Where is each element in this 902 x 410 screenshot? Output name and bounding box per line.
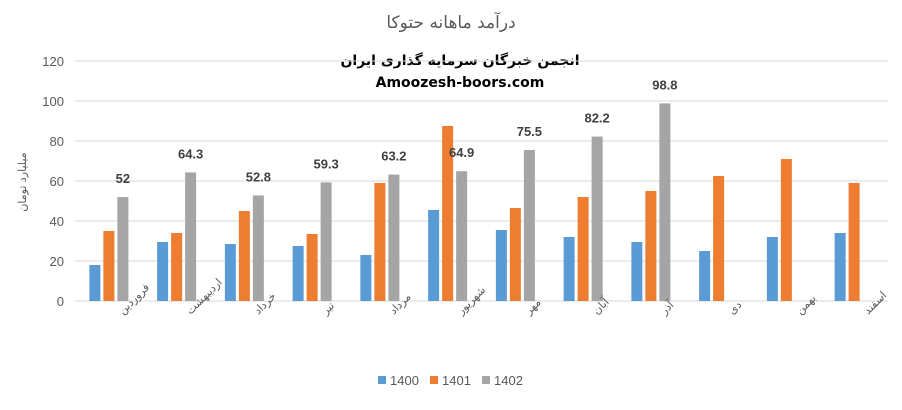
data-label: 52	[116, 171, 130, 186]
bar-1400	[563, 237, 575, 301]
bar-1401	[374, 183, 386, 301]
bar-1400	[157, 242, 169, 301]
y-tick-label: 0	[57, 294, 64, 309]
bar-1402	[591, 136, 603, 301]
bar-1400	[495, 230, 507, 301]
y-axis-label: میلیارد تومان	[16, 152, 29, 211]
y-tick-label: 100	[42, 94, 64, 109]
data-label: 59.3	[313, 156, 338, 171]
bar-1401	[442, 126, 454, 301]
data-label: 64.9	[449, 145, 474, 160]
bar-1402	[523, 150, 535, 301]
bar-1402	[252, 195, 264, 301]
legend-swatch-1401	[430, 376, 438, 384]
bar-1401	[713, 176, 725, 301]
bar-1400	[631, 242, 643, 301]
bar-1401	[306, 234, 318, 301]
legend-label: 1400	[390, 373, 419, 388]
y-axis-ticks: 0 20 40 60 80 100 120	[42, 54, 64, 309]
bar-1402	[659, 103, 671, 302]
data-label: 75.5	[517, 124, 542, 139]
bar-1401	[509, 208, 521, 301]
bar-1402	[320, 182, 332, 301]
data-label: 63.2	[381, 149, 406, 164]
bar-1401	[238, 211, 250, 301]
bar-1400	[766, 237, 778, 301]
bars	[89, 103, 860, 302]
data-labels: 52 64.3 52.8 59.3 63.2 64.9 75.5 82.2 98.8	[116, 77, 678, 186]
data-label: 82.2	[584, 111, 609, 126]
y-tick-label: 20	[50, 254, 64, 269]
bar-1401	[645, 191, 657, 301]
gridlines	[75, 60, 888, 302]
bar-1402	[456, 171, 468, 301]
bar-1400	[89, 265, 101, 301]
y-tick-label: 120	[42, 54, 64, 69]
legend-swatch-1400	[378, 376, 386, 384]
legend-label: 1402	[494, 373, 523, 388]
data-label: 98.8	[652, 77, 677, 92]
bar-1400	[224, 244, 236, 301]
bar-1401	[103, 231, 115, 301]
legend-label: 1401	[442, 373, 471, 388]
data-label: 52.8	[246, 169, 271, 184]
bar-1400	[292, 246, 304, 301]
data-label: 64.3	[178, 146, 203, 161]
bar-1402	[117, 197, 129, 301]
legend: 1400 1401 1402	[378, 373, 523, 388]
bar-1400	[699, 251, 711, 301]
bar-1400	[428, 210, 440, 301]
x-category-label: بهمن	[793, 292, 818, 317]
y-tick-label: 40	[50, 214, 64, 229]
x-category-label: تیر	[318, 299, 337, 318]
bar-1401	[577, 197, 589, 301]
bar-1402	[388, 174, 400, 301]
watermark-url: Amoozesh-boors.com	[376, 75, 545, 91]
y-tick-label: 60	[50, 174, 64, 189]
bar-1402	[185, 172, 197, 301]
chart-title: درآمد ماهانه حتوکا	[386, 11, 515, 33]
bar-1401	[171, 233, 183, 301]
bar-1400	[360, 255, 372, 301]
legend-swatch-1402	[482, 376, 490, 384]
y-tick-label: 80	[50, 134, 64, 149]
bar-1400	[834, 233, 846, 301]
x-category-label: اسفند	[861, 289, 889, 317]
bar-1401	[780, 159, 792, 301]
bar-1401	[848, 183, 860, 301]
